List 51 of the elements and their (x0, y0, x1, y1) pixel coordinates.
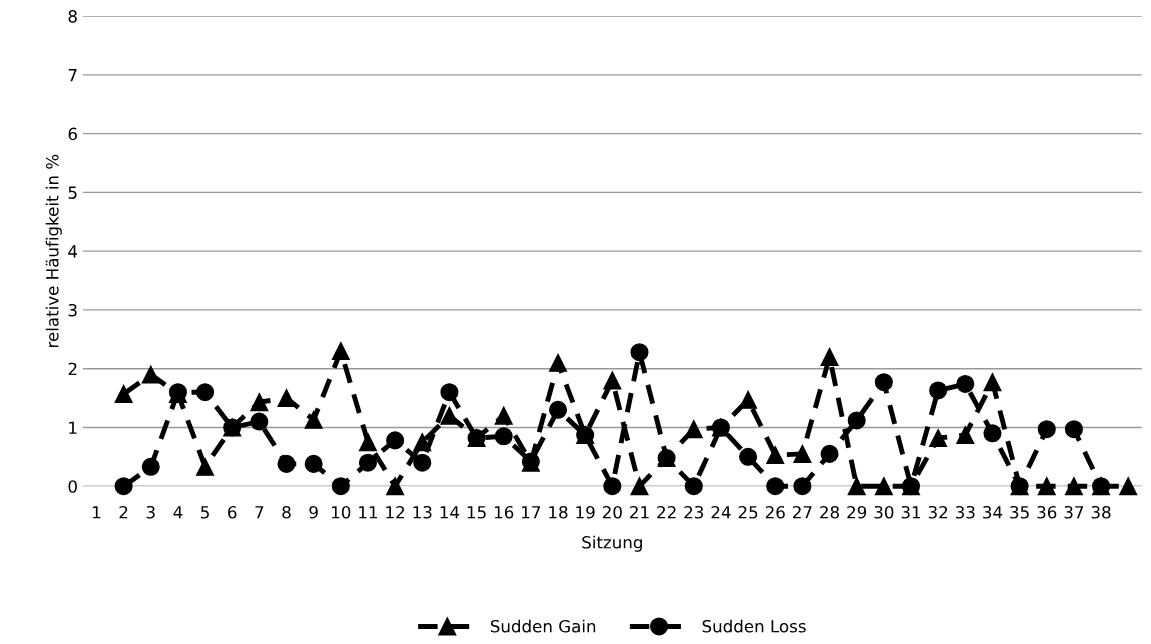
y-tick-label: 1 (69, 421, 77, 434)
x-tick-label: 19 (576, 505, 595, 519)
x-tick-label: 18 (549, 505, 568, 519)
x-tick-label: 14 (440, 506, 460, 519)
x-axis-title: Sitzung (582, 535, 642, 552)
x-tick-label: 11 (359, 506, 378, 519)
x-tick-label: 37 (1064, 505, 1084, 519)
x-tick-label: 28 (820, 505, 840, 519)
y-tick-label: 7 (68, 69, 77, 82)
x-tick-label: 5 (201, 506, 209, 519)
x-tick-label: 10 (332, 505, 351, 519)
x-tick-label: 20 (602, 505, 622, 519)
y-tick-label: 8 (68, 10, 77, 23)
x-tick-label: 36 (1037, 505, 1057, 519)
x-tick-label: 38 (1091, 505, 1111, 519)
legend-label: Sudden Loss (702, 619, 806, 633)
x-tick-label: 7 (255, 506, 264, 519)
x-tick-label: 21 (630, 505, 649, 519)
x-tick-label: 17 (522, 506, 541, 519)
y-tick-label: 6 (68, 127, 77, 141)
x-tick-label: 25 (738, 505, 758, 519)
x-tick-label: 32 (928, 505, 948, 519)
x-tick-label: 24 (711, 505, 731, 519)
x-tick-label: 31 (901, 505, 921, 519)
x-tick-label: 4 (173, 506, 183, 519)
x-tick-label: 26 (765, 505, 785, 519)
x-tick-label: 27 (793, 505, 812, 519)
x-tick-label: 2 (119, 505, 128, 519)
x-tick-label: 8 (282, 505, 291, 519)
y-tick-label: 4 (68, 245, 78, 258)
x-tick-label: 1 (92, 506, 101, 519)
x-tick-label: 33 (955, 505, 975, 519)
x-tick-label: 23 (684, 505, 704, 519)
y-tick-label: 3 (68, 303, 77, 317)
x-tick-label: 9 (309, 505, 318, 519)
y-tick-label: 5 (68, 186, 77, 199)
y-tick-label: 0 (68, 480, 77, 493)
x-tick-label: 3 (146, 505, 155, 519)
x-tick-label: 15 (467, 506, 486, 519)
legend-label: Sudden Gain (490, 619, 596, 633)
x-tick-label: 29 (847, 505, 867, 519)
y-tick-label: 2 (68, 362, 77, 376)
x-tick-label: 12 (386, 505, 405, 519)
x-tick-label: 34 (983, 505, 1003, 519)
x-tick-label: 35 (1010, 505, 1029, 519)
x-tick-label: 30 (874, 505, 894, 519)
x-tick-label: 6 (228, 505, 237, 519)
y-axis-title: relative Häufigkeit in % (45, 154, 62, 347)
x-tick-label: 13 (413, 505, 432, 519)
x-tick-label: 22 (657, 505, 676, 519)
x-tick-label: 16 (494, 505, 514, 519)
